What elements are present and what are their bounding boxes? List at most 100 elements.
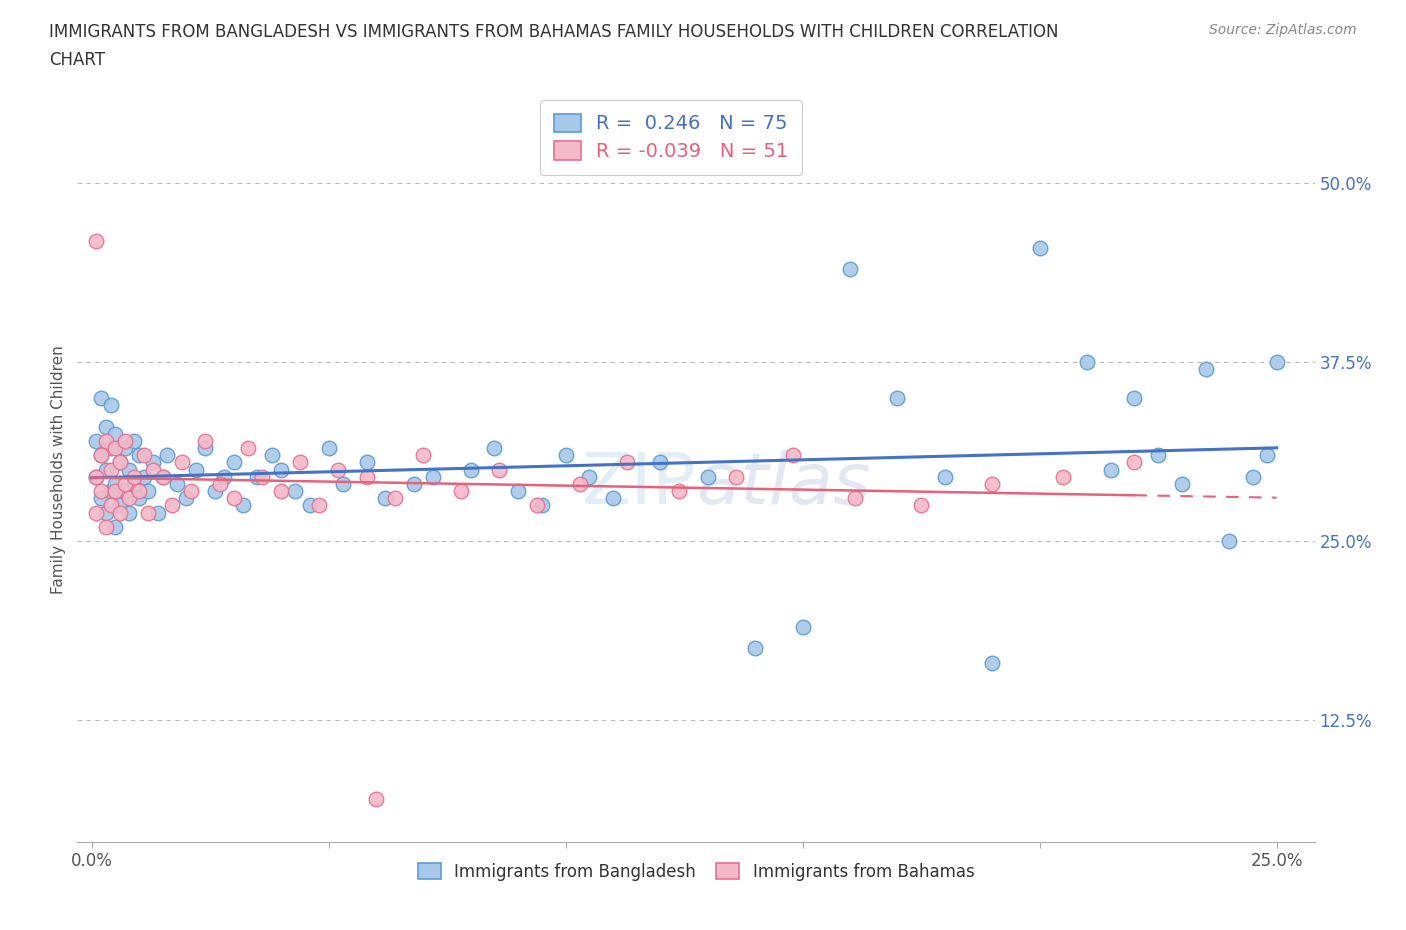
Point	[160, 498, 183, 512]
Point	[508, 484, 530, 498]
Point	[526, 498, 548, 512]
Point	[250, 470, 273, 485]
Point	[839, 262, 862, 277]
Point	[981, 476, 1004, 491]
Point	[176, 491, 198, 506]
Point	[1171, 476, 1194, 491]
Point	[308, 498, 330, 512]
Point	[484, 441, 506, 456]
Point	[90, 448, 112, 463]
Point	[108, 455, 131, 470]
Point	[146, 505, 169, 520]
Point	[602, 491, 624, 506]
Point	[844, 491, 866, 506]
Point	[84, 233, 107, 248]
Point	[114, 433, 136, 448]
Point	[184, 462, 207, 477]
Point	[298, 498, 321, 512]
Point	[326, 462, 349, 477]
Point	[222, 491, 245, 506]
Point	[128, 484, 150, 498]
Point	[142, 455, 165, 470]
Y-axis label: Family Households with Children: Family Households with Children	[51, 345, 66, 594]
Point	[204, 484, 226, 498]
Point	[725, 470, 748, 485]
Point	[886, 391, 908, 405]
Point	[180, 484, 202, 498]
Point	[194, 441, 217, 456]
Point	[1256, 448, 1278, 463]
Point	[318, 441, 340, 456]
Point	[288, 455, 311, 470]
Point	[104, 441, 127, 456]
Point	[152, 470, 174, 485]
Point	[118, 505, 141, 520]
Point	[364, 791, 387, 806]
Point	[122, 476, 145, 491]
Point	[934, 470, 956, 485]
Point	[94, 419, 117, 434]
Point	[270, 462, 292, 477]
Point	[1052, 470, 1074, 485]
Point	[152, 470, 174, 485]
Point	[578, 470, 600, 485]
Point	[122, 470, 145, 485]
Point	[284, 484, 307, 498]
Point	[1147, 448, 1170, 463]
Point	[1194, 362, 1216, 377]
Point	[94, 462, 117, 477]
Legend: Immigrants from Bangladesh, Immigrants from Bahamas: Immigrants from Bangladesh, Immigrants f…	[409, 855, 983, 889]
Point	[530, 498, 553, 512]
Point	[332, 476, 354, 491]
Point	[104, 520, 127, 535]
Point	[744, 641, 766, 656]
Point	[260, 448, 283, 463]
Point	[696, 470, 718, 485]
Point	[236, 441, 259, 456]
Point	[246, 470, 269, 485]
Point	[100, 484, 122, 498]
Point	[94, 433, 117, 448]
Point	[792, 619, 814, 634]
Point	[1099, 462, 1122, 477]
Point	[450, 484, 472, 498]
Point	[422, 470, 444, 485]
Point	[214, 470, 236, 485]
Point	[910, 498, 932, 512]
Point	[122, 433, 145, 448]
Point	[118, 462, 141, 477]
Point	[104, 427, 127, 442]
Point	[616, 455, 638, 470]
Text: ZIP: ZIP	[582, 450, 696, 519]
Point	[128, 448, 150, 463]
Point	[554, 448, 576, 463]
Point	[650, 455, 672, 470]
Point	[412, 448, 434, 463]
Point	[90, 484, 112, 498]
Point	[208, 476, 231, 491]
Point	[108, 455, 131, 470]
Point	[108, 505, 131, 520]
Point	[402, 476, 425, 491]
Point	[118, 491, 141, 506]
Point	[1123, 391, 1146, 405]
Point	[114, 476, 136, 491]
Point	[138, 484, 160, 498]
Point	[356, 470, 378, 485]
Point	[222, 455, 245, 470]
Point	[1123, 455, 1146, 470]
Point	[132, 448, 155, 463]
Point	[568, 476, 591, 491]
Text: CHART: CHART	[49, 51, 105, 69]
Text: atlas: atlas	[696, 450, 870, 519]
Point	[1076, 355, 1098, 370]
Point	[90, 491, 112, 506]
Point	[1241, 470, 1264, 485]
Point	[90, 391, 112, 405]
Point	[1218, 534, 1240, 549]
Point	[142, 462, 165, 477]
Point	[194, 433, 217, 448]
Point	[84, 433, 107, 448]
Point	[100, 462, 122, 477]
Point	[156, 448, 179, 463]
